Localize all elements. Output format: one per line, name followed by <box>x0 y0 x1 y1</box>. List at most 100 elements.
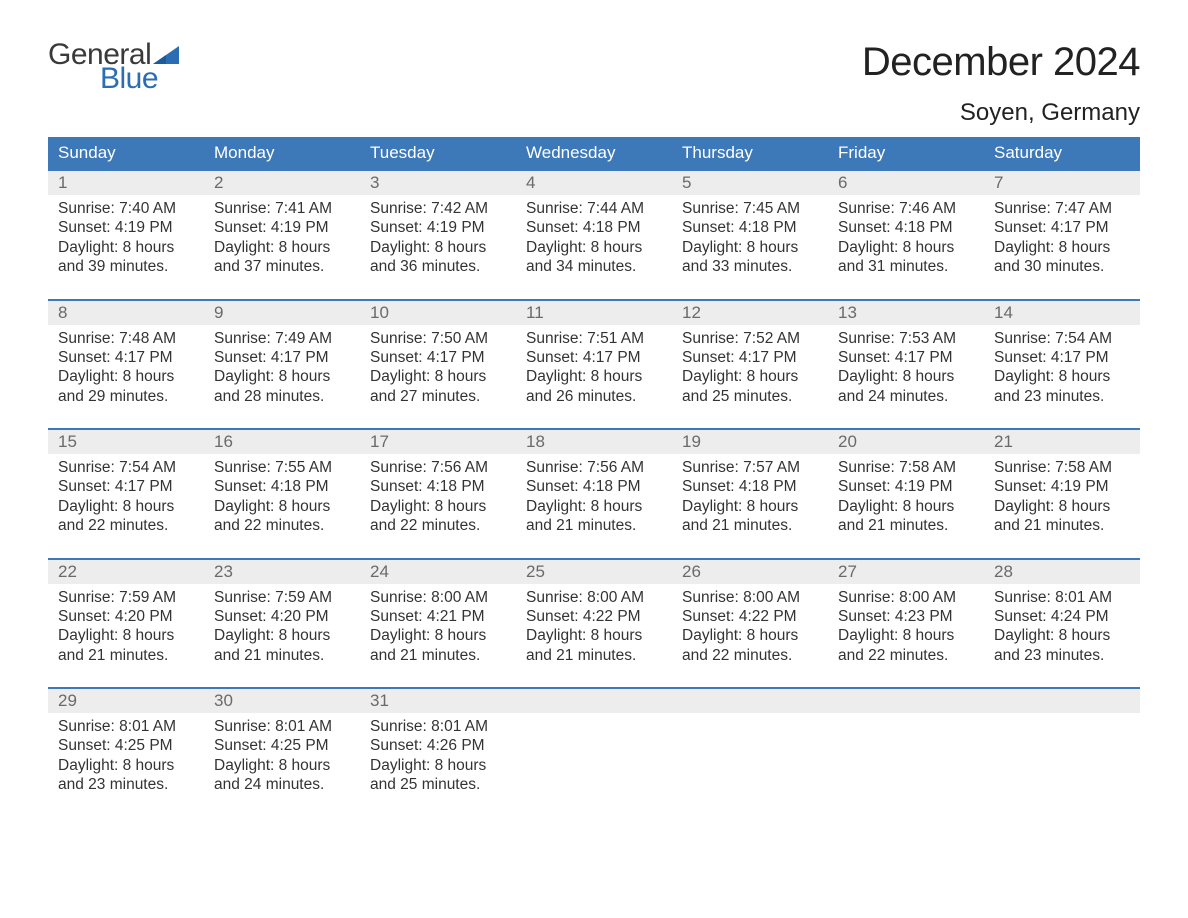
day-details: Sunrise: 7:51 AMSunset: 4:17 PMDaylight:… <box>526 329 662 407</box>
sunset-line: Sunset: 4:19 PM <box>838 478 953 495</box>
sunrise-line: Sunrise: 7:48 AM <box>58 330 176 347</box>
day-cell: . <box>984 689 1140 803</box>
sunset-line: Sunset: 4:24 PM <box>994 608 1109 625</box>
day-cell: 24Sunrise: 8:00 AMSunset: 4:21 PMDayligh… <box>360 560 516 674</box>
daylight-line: Daylight: 8 hours and 21 minutes. <box>526 627 642 663</box>
sunrise-line: Sunrise: 7:52 AM <box>682 330 800 347</box>
day-details: Sunrise: 7:41 AMSunset: 4:19 PMDaylight:… <box>214 199 350 277</box>
day-number: 2 <box>214 173 223 192</box>
day-details: Sunrise: 7:50 AMSunset: 4:17 PMDaylight:… <box>370 329 506 407</box>
day-details: Sunrise: 7:42 AMSunset: 4:19 PMDaylight:… <box>370 199 506 277</box>
day-number: 14 <box>994 303 1013 322</box>
sunrise-line: Sunrise: 8:00 AM <box>370 589 488 606</box>
logo-word-blue: Blue <box>100 64 179 94</box>
header: General Blue December 2024 Soyen, German… <box>48 40 1140 127</box>
day-cell: 11Sunrise: 7:51 AMSunset: 4:17 PMDayligh… <box>516 301 672 415</box>
daynum-row: 27 <box>828 560 984 584</box>
day-number: 21 <box>994 432 1013 451</box>
daylight-line: Daylight: 8 hours and 37 minutes. <box>214 239 330 275</box>
day-number: 12 <box>682 303 701 322</box>
sunrise-line: Sunrise: 7:42 AM <box>370 200 488 217</box>
sunset-line: Sunset: 4:18 PM <box>838 219 953 236</box>
daynum-row: 30 <box>204 689 360 713</box>
day-details: Sunrise: 7:53 AMSunset: 4:17 PMDaylight:… <box>838 329 974 407</box>
day-details: Sunrise: 7:46 AMSunset: 4:18 PMDaylight:… <box>838 199 974 277</box>
day-details: Sunrise: 8:00 AMSunset: 4:23 PMDaylight:… <box>838 588 974 666</box>
sunset-line: Sunset: 4:25 PM <box>58 737 173 754</box>
day-details: Sunrise: 7:47 AMSunset: 4:17 PMDaylight:… <box>994 199 1130 277</box>
sunrise-line: Sunrise: 7:44 AM <box>526 200 644 217</box>
week-row: 15Sunrise: 7:54 AMSunset: 4:17 PMDayligh… <box>48 428 1140 544</box>
daylight-line: Daylight: 8 hours and 29 minutes. <box>58 368 174 404</box>
day-number: 7 <box>994 173 1003 192</box>
sunset-line: Sunset: 4:17 PM <box>526 349 641 366</box>
daynum-row: 13 <box>828 301 984 325</box>
sunrise-line: Sunrise: 7:41 AM <box>214 200 332 217</box>
day-details: Sunrise: 8:01 AMSunset: 4:25 PMDaylight:… <box>214 717 350 795</box>
sunset-line: Sunset: 4:17 PM <box>214 349 329 366</box>
day-number: 30 <box>214 691 233 710</box>
day-number: 27 <box>838 562 857 581</box>
day-cell: 1Sunrise: 7:40 AMSunset: 4:19 PMDaylight… <box>48 171 204 285</box>
day-cell: 31Sunrise: 8:01 AMSunset: 4:26 PMDayligh… <box>360 689 516 803</box>
weeks-container: 1Sunrise: 7:40 AMSunset: 4:19 PMDaylight… <box>48 169 1140 803</box>
daynum-row: 5 <box>672 171 828 195</box>
day-cell: . <box>672 689 828 803</box>
day-cell: 16Sunrise: 7:55 AMSunset: 4:18 PMDayligh… <box>204 430 360 544</box>
day-number: 15 <box>58 432 77 451</box>
sunset-line: Sunset: 4:22 PM <box>526 608 641 625</box>
day-cell: 7 Sunrise: 7:47 AMSunset: 4:17 PMDaylight… <box>984 171 1140 285</box>
daylight-line: Daylight: 8 hours and 25 minutes. <box>370 757 486 793</box>
sunset-line: Sunset: 4:18 PM <box>526 478 641 495</box>
sunset-line: Sunset: 4:20 PM <box>58 608 173 625</box>
week-row: 22Sunrise: 7:59 AMSunset: 4:20 PMDayligh… <box>48 558 1140 674</box>
daynum-row: 18 <box>516 430 672 454</box>
daylight-line: Daylight: 8 hours and 21 minutes. <box>682 498 798 534</box>
logo: General Blue <box>48 40 179 94</box>
sunrise-line: Sunrise: 7:45 AM <box>682 200 800 217</box>
day-cell: 10Sunrise: 7:50 AMSunset: 4:17 PMDayligh… <box>360 301 516 415</box>
daynum-row: 29 <box>48 689 204 713</box>
day-header: Friday <box>828 137 984 169</box>
daylight-line: Daylight: 8 hours and 23 minutes. <box>994 627 1110 663</box>
day-number: 24 <box>370 562 389 581</box>
day-details: Sunrise: 8:01 AMSunset: 4:26 PMDaylight:… <box>370 717 506 795</box>
day-cell: 3 Sunrise: 7:42 AMSunset: 4:19 PMDaylight… <box>360 171 516 285</box>
daynum-row: 26 <box>672 560 828 584</box>
day-details: Sunrise: 7:49 AMSunset: 4:17 PMDaylight:… <box>214 329 350 407</box>
daylight-line: Daylight: 8 hours and 21 minutes. <box>838 498 954 534</box>
daynum-row: . <box>984 689 1140 713</box>
sunrise-line: Sunrise: 7:47 AM <box>994 200 1112 217</box>
day-cell: 25Sunrise: 8:00 AMSunset: 4:22 PMDayligh… <box>516 560 672 674</box>
sunrise-line: Sunrise: 8:01 AM <box>370 718 488 735</box>
daynum-row: 17 <box>360 430 516 454</box>
day-number: 8 <box>58 303 67 322</box>
day-number: 16 <box>214 432 233 451</box>
day-header: Monday <box>204 137 360 169</box>
location: Soyen, Germany <box>862 99 1140 127</box>
daynum-row: 9 <box>204 301 360 325</box>
sunset-line: Sunset: 4:22 PM <box>682 608 797 625</box>
day-cell: 8 Sunrise: 7:48 AMSunset: 4:17 PMDaylight… <box>48 301 204 415</box>
daylight-line: Daylight: 8 hours and 30 minutes. <box>994 239 1110 275</box>
day-details: Sunrise: 7:48 AMSunset: 4:17 PMDaylight:… <box>58 329 194 407</box>
sunset-line: Sunset: 4:17 PM <box>58 478 173 495</box>
daylight-line: Daylight: 8 hours and 34 minutes. <box>526 239 642 275</box>
sunrise-line: Sunrise: 7:51 AM <box>526 330 644 347</box>
sunrise-line: Sunrise: 8:00 AM <box>682 589 800 606</box>
daylight-line: Daylight: 8 hours and 25 minutes. <box>682 368 798 404</box>
day-header: Tuesday <box>360 137 516 169</box>
daylight-line: Daylight: 8 hours and 21 minutes. <box>994 498 1110 534</box>
day-number: 20 <box>838 432 857 451</box>
day-header: Wednesday <box>516 137 672 169</box>
daylight-line: Daylight: 8 hours and 22 minutes. <box>214 498 330 534</box>
day-details: Sunrise: 7:56 AMSunset: 4:18 PMDaylight:… <box>526 458 662 536</box>
daynum-row: 4 <box>516 171 672 195</box>
daynum-row: 12 <box>672 301 828 325</box>
daynum-row: 3 <box>360 171 516 195</box>
sunrise-line: Sunrise: 7:58 AM <box>838 459 956 476</box>
day-number: 3 <box>370 173 379 192</box>
daynum-row: 14 <box>984 301 1140 325</box>
week-row: 8Sunrise: 7:48 AMSunset: 4:17 PMDaylight… <box>48 299 1140 415</box>
day-number: 1 <box>58 173 67 192</box>
